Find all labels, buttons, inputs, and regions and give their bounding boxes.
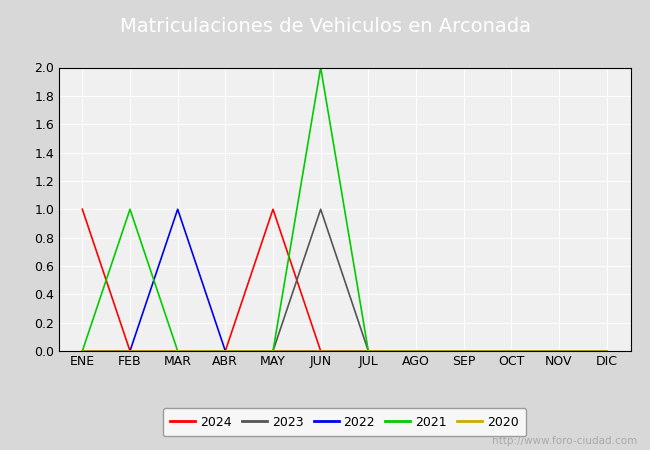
Text: Matriculaciones de Vehiculos en Arconada: Matriculaciones de Vehiculos en Arconada	[120, 18, 530, 36]
Legend: 2024, 2023, 2022, 2021, 2020: 2024, 2023, 2022, 2021, 2020	[163, 408, 526, 436]
Text: http://www.foro-ciudad.com: http://www.foro-ciudad.com	[492, 436, 637, 446]
